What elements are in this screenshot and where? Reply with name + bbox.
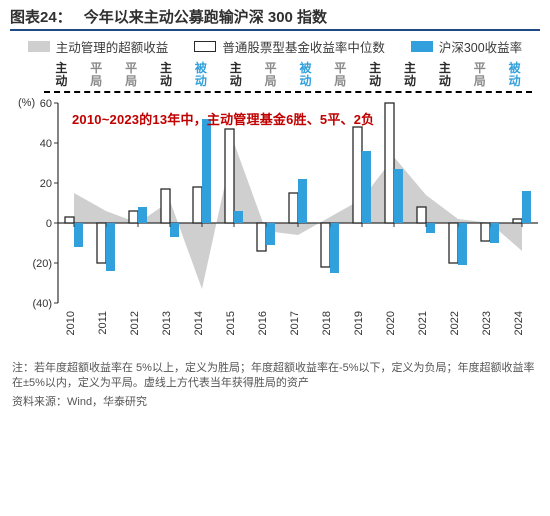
bar-white	[417, 207, 426, 223]
bar-white	[161, 189, 170, 223]
y-tick-label: 60	[40, 99, 52, 110]
x-tick-label: 2013	[161, 311, 173, 335]
tags-row: 主动平局平局主动被动主动平局被动平局主动主动主动平局被动	[10, 62, 540, 87]
source-line: 资料来源：Wind，华泰研究	[10, 393, 540, 409]
bar-white	[225, 129, 234, 223]
x-tick-label: 2014	[193, 311, 205, 335]
figure-container: 图表24： 今年以来主动公募跑输沪深 300 指数 主动管理的超额收益 普通股票…	[0, 0, 550, 413]
x-tick-label: 2011	[97, 311, 109, 335]
legend-item-blue: 沪深300收益率	[411, 37, 522, 56]
bar-white	[321, 223, 330, 267]
tag-item: 主动	[427, 62, 462, 87]
tag-item: 主动	[358, 62, 393, 87]
x-tick-label: 2015	[225, 311, 237, 335]
bar-white	[353, 127, 362, 223]
tag-item: 平局	[323, 62, 358, 87]
bar-white	[513, 219, 522, 223]
legend-label-c: 沪深300收益率	[439, 37, 522, 56]
chart-area: (%) 2010~2023的13年中，主动管理基金6胜、5平、2负 (40) (2…	[20, 99, 536, 355]
tag-item: 平局	[462, 62, 497, 87]
tag-item: 主动	[149, 62, 184, 87]
tag-item: 被动	[288, 62, 323, 87]
x-tick-label: 2019	[353, 311, 365, 335]
x-tick-label: 2022	[449, 311, 461, 335]
tag-item: 主动	[393, 62, 428, 87]
tag-item: 平局	[114, 62, 149, 87]
chart-svg: (40) (20) 0 20 40 60 2010 2011 2012 2013 2014 2015 2…	[20, 99, 544, 355]
legend-swatch-white	[194, 41, 216, 52]
bar-blue	[522, 191, 531, 223]
legend-swatch-grey	[28, 41, 50, 52]
y-tick-label: 20	[40, 178, 52, 190]
bar-blue	[362, 151, 371, 223]
bar-blue	[394, 169, 403, 223]
bar-white	[257, 223, 266, 251]
tag-item: 主动	[44, 62, 79, 87]
y-tick-label: (40)	[32, 298, 52, 310]
bar-white	[65, 217, 74, 223]
legend-label-b: 普通股票型基金收益率中位数	[222, 37, 385, 56]
bar-blue	[298, 179, 307, 223]
tag-item: 被动	[183, 62, 218, 87]
legend-swatch-blue	[411, 41, 433, 52]
bar-white	[481, 223, 490, 241]
figure-title: 今年以来主动公募跑输沪深 300 指数	[84, 6, 327, 27]
dashed-divider	[44, 91, 532, 93]
bar-blue	[426, 223, 435, 233]
tag-item: 被动	[497, 62, 532, 87]
x-tick-label: 2017	[289, 311, 301, 335]
x-tick-label: 2024	[513, 311, 525, 335]
x-tick-label: 2020	[385, 311, 397, 335]
bar-white	[449, 223, 458, 263]
legend-label-a: 主动管理的超额收益	[56, 37, 169, 56]
bar-blue	[202, 119, 211, 223]
x-tick-label: 2023	[481, 311, 493, 335]
red-caption: 2010~2023的13年中，主动管理基金6胜、5平、2负	[72, 109, 374, 128]
bar-blue	[138, 207, 147, 223]
y-tick-label: (20)	[32, 258, 52, 270]
bar-blue	[458, 223, 467, 265]
bar-blue	[170, 223, 179, 237]
legend-item-area: 主动管理的超额收益	[28, 37, 169, 56]
bar-blue	[74, 223, 83, 247]
tag-item: 平局	[253, 62, 288, 87]
x-tick-label: 2010	[65, 311, 77, 335]
title-underline	[10, 29, 540, 31]
bar-blue	[266, 223, 275, 245]
footnote: 注：若年度超额收益率在 5%以上，定义为胜局；年度超额收益率在-5%以下，定义为…	[10, 361, 540, 391]
y-tick-label: 0	[46, 218, 52, 230]
tag-item: 平局	[79, 62, 114, 87]
tag-item: 主动	[218, 62, 253, 87]
bar-white	[289, 193, 298, 223]
x-tick-label: 2012	[129, 311, 141, 335]
bar-blue	[330, 223, 339, 273]
x-tick-label: 2016	[257, 311, 269, 335]
legend-item-white: 普通股票型基金收益率中位数	[194, 37, 385, 56]
legend: 主动管理的超额收益 普通股票型基金收益率中位数 沪深300收益率	[10, 37, 540, 56]
x-tick-label: 2021	[417, 311, 429, 335]
y-axis-unit: (%)	[18, 97, 35, 109]
bar-white	[97, 223, 106, 263]
figure-title-row: 图表24： 今年以来主动公募跑输沪深 300 指数	[10, 6, 540, 27]
x-tick-label: 2018	[321, 311, 333, 335]
bar-blue	[490, 223, 499, 243]
bar-blue	[234, 211, 243, 223]
y-tick-label: 40	[40, 138, 52, 150]
bar-white	[385, 103, 394, 223]
figure-number: 图表24：	[10, 6, 72, 27]
bar-white	[193, 187, 202, 223]
bar-blue	[106, 223, 115, 271]
bar-white	[129, 211, 138, 223]
